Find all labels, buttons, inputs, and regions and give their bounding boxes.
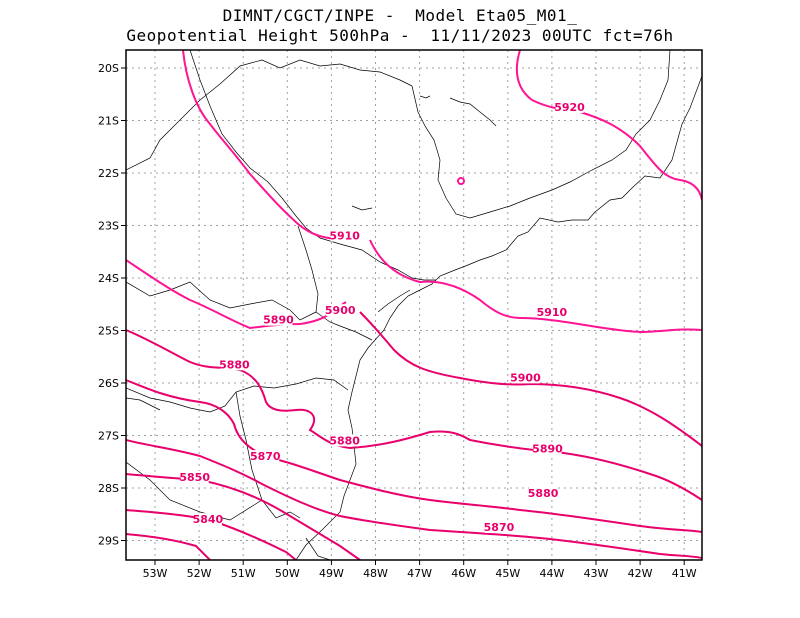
contour-label-bg (533, 442, 562, 455)
lon-tick-label: 48W (363, 567, 388, 580)
contour-label: 5870 (250, 450, 281, 463)
contour-5920-right (515, 50, 702, 201)
contour-label-bg (193, 513, 222, 526)
contour-label-bg (330, 434, 359, 447)
contour-label: 5920 (554, 101, 585, 114)
lon-tick-label: 47W (407, 567, 432, 580)
lon-tick-label: 50W (275, 567, 300, 580)
lat-tick-label: 25S (98, 325, 119, 338)
lat-tick-label: 21S (98, 115, 119, 128)
contour-5920-left (182, 50, 346, 241)
contour-label-bg (537, 305, 566, 318)
contour-label: 5890 (263, 314, 294, 327)
geopotential-contours (126, 50, 702, 560)
contour-label-bg (180, 471, 209, 484)
lat-tick-label: 20S (98, 62, 119, 75)
lat-tick-label: 26S (98, 377, 119, 390)
contour-label-bg (251, 450, 280, 463)
lon-tick-label: 49W (319, 567, 344, 580)
contour-label-bg (484, 521, 513, 533)
lon-tick-label: 45W (495, 567, 520, 580)
lon-tick-label: 52W (187, 567, 212, 580)
contour-label-bg (555, 101, 584, 113)
contour-label-bg (264, 313, 293, 326)
contour-label: 5900 (325, 304, 356, 317)
contour-label: 5840 (193, 513, 224, 526)
contour-label: 5880 (329, 434, 360, 447)
contour-5910-west (126, 259, 347, 330)
lon-tick-label: 42W (628, 567, 653, 580)
contour-label: 5910 (537, 306, 568, 319)
lon-tick-label: 43W (584, 567, 609, 580)
contour-label-bg (220, 358, 249, 371)
contour-5890 (126, 329, 702, 501)
contour-label: 5870 (484, 521, 515, 534)
coastlines-borders (126, 50, 702, 560)
contour-label: 5850 (179, 471, 210, 484)
lat-tick-label: 29S (98, 535, 119, 548)
plot-frame (125, 49, 703, 561)
contour-labels: 5920 5910 5900 5890 5910 5880 5900 5880 5890 5870… (179, 101, 585, 534)
contour-5910 (369, 239, 702, 334)
lon-tick-label: 53W (143, 567, 168, 580)
contour-label-bg (330, 229, 359, 242)
lon-tick-label: 41W (672, 567, 697, 580)
contour-5900 (359, 311, 702, 447)
lat-tick-label: 23S (98, 220, 119, 233)
lat-tick-label: 27S (98, 430, 119, 443)
lon-tick-label: 51W (231, 567, 256, 580)
contour-label: 5910 (329, 230, 360, 243)
title-line-1: DIMNT/CGCT/INPE - Model Eta05_M01_ (222, 6, 578, 25)
lon-tick-label: 46W (451, 567, 476, 580)
lat-tick-label: 24S (98, 272, 119, 285)
contour-5880 (126, 379, 702, 533)
axis-ticks: 53W 52W 51W 50W 49W 48W 47W 46W 45W 44W 43W 42W 41W 2… (98, 62, 697, 580)
contour-label: 5880 (528, 487, 559, 500)
contour-closed-small (457, 177, 465, 185)
contour-label-bg (529, 486, 558, 499)
title-line-2: Geopotential Height 500hPa - 11/11/2023 … (126, 26, 674, 45)
lon-tick-label: 44W (539, 567, 564, 580)
contour-label: 5900 (510, 371, 541, 384)
lat-tick-label: 22S (98, 167, 119, 180)
contour-5850 (126, 473, 361, 560)
contour-5870 (126, 439, 702, 559)
contour-label: 5890 (532, 442, 563, 455)
contour-label-bg (326, 304, 355, 317)
lat-tick-label: 28S (98, 482, 119, 495)
contour-label: 5880 (219, 358, 250, 371)
contour-label-bg (511, 371, 540, 384)
contour-5830 (126, 533, 211, 560)
